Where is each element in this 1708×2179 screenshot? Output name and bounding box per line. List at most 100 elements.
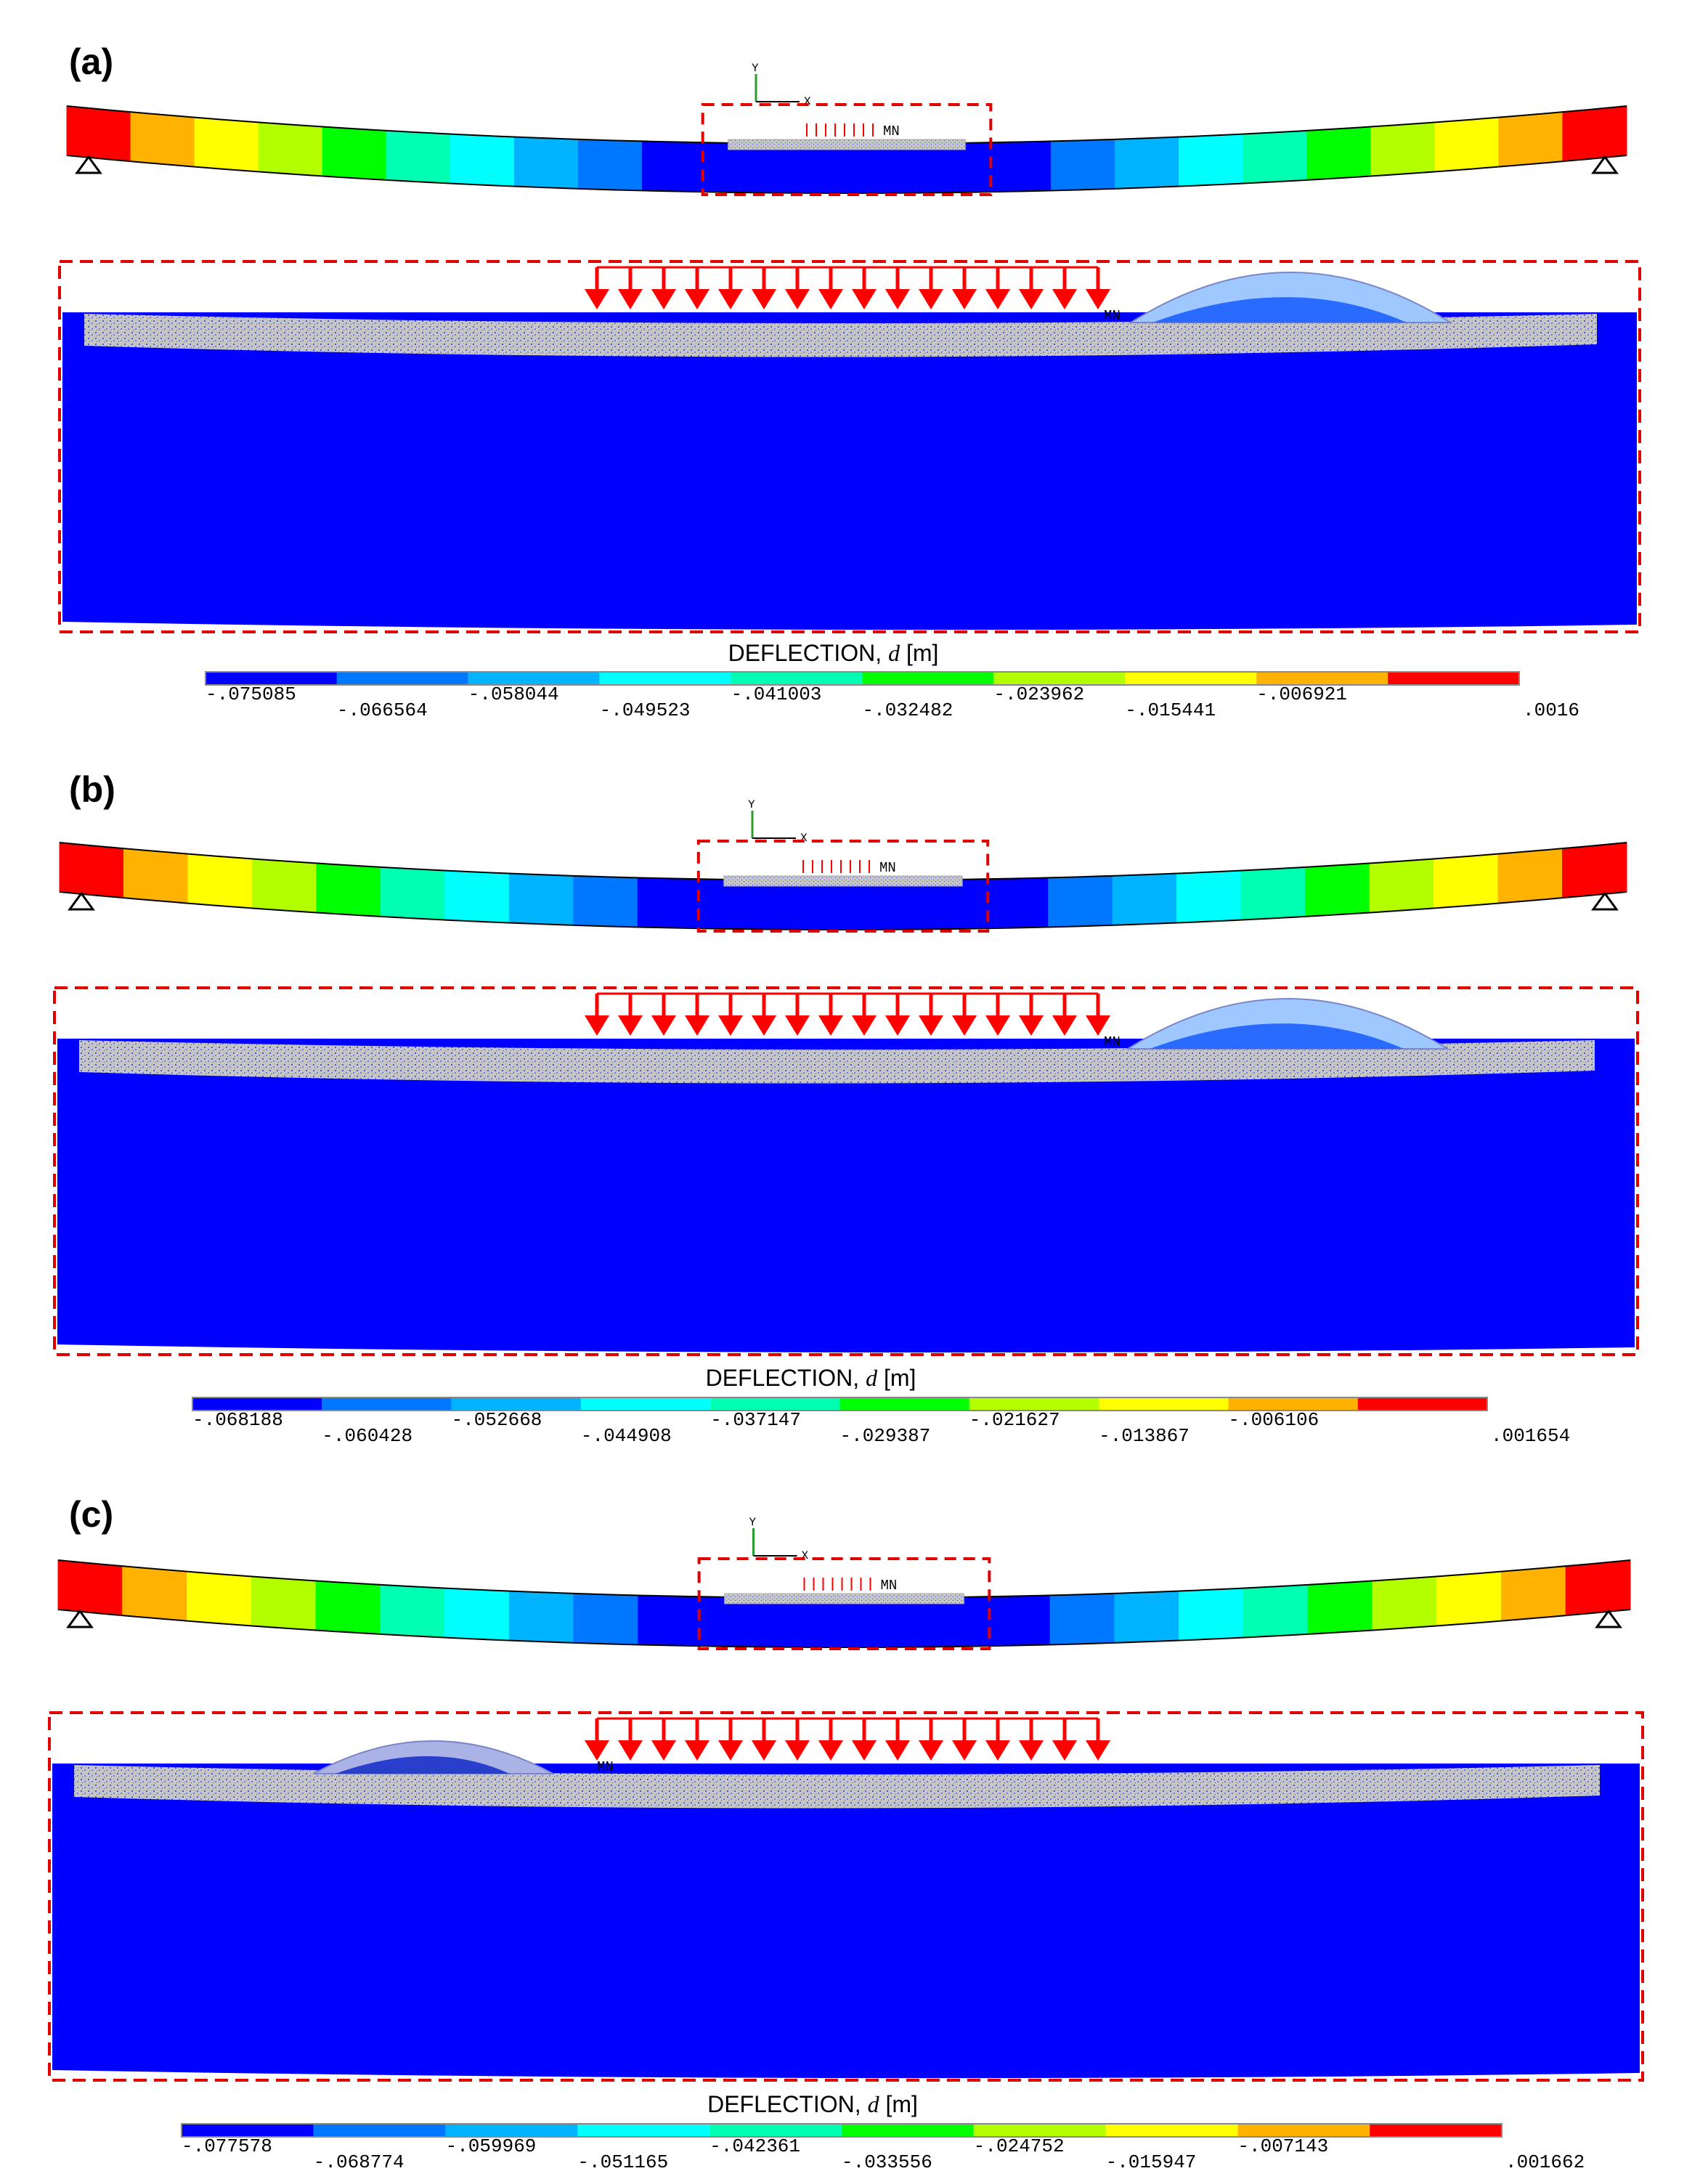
contour-band — [1498, 111, 1563, 168]
legend-swatch — [322, 1397, 452, 1411]
legend-swatch — [993, 672, 1126, 685]
legend-swatch — [969, 1397, 1099, 1411]
contour-band — [706, 142, 988, 193]
legend-tick: -.052668 — [452, 1409, 542, 1431]
legend-variable: d — [868, 2091, 880, 2117]
legend-tick: -.007143 — [1237, 2135, 1328, 2157]
contour-band — [122, 1565, 188, 1622]
legend-swatch — [1388, 672, 1519, 685]
load-arrowhead — [885, 1740, 910, 1761]
mn-label: MN — [597, 1759, 614, 1775]
legend-unit: [m] — [900, 640, 938, 666]
load-arrowhead — [919, 1015, 943, 1036]
contour-band — [1048, 875, 1113, 928]
crust-layer — [79, 1040, 1595, 1084]
load-arrowhead — [1086, 289, 1110, 309]
contour-band — [1306, 126, 1372, 181]
contour-band — [985, 1594, 1051, 1647]
legend-frame — [205, 671, 1520, 686]
legend-swatch — [1256, 672, 1388, 685]
contour-band — [444, 870, 510, 924]
heave-core — [335, 1756, 510, 1774]
legend-tick: -.058044 — [468, 683, 559, 705]
legend-frame — [192, 1397, 1488, 1411]
legend-tick: -.066564 — [337, 699, 428, 721]
load-arrowhead — [785, 1740, 810, 1761]
contour-band — [1305, 862, 1370, 917]
legend-tick: -.029387 — [840, 1425, 931, 1447]
deflected-beam: MN Y X — [57, 1516, 1631, 1650]
load-arrowhead — [818, 1740, 843, 1761]
contour-band — [187, 1571, 252, 1626]
contour-band — [1176, 870, 1242, 924]
load-arrowhead — [952, 289, 977, 309]
contour-band — [1369, 858, 1435, 914]
legend-tick: -.006106 — [1228, 1409, 1319, 1431]
legend-swatch — [577, 2124, 710, 2137]
contour-band — [1434, 853, 1499, 909]
load-arrowhead — [1086, 1015, 1110, 1036]
legend-tick: -.042361 — [709, 2135, 800, 2157]
legend-tick: -.077578 — [182, 2135, 272, 2157]
distributed-load — [585, 1717, 1110, 1761]
beam-outline — [57, 1609, 1631, 1649]
load-arrowhead — [685, 289, 709, 309]
load-arrowhead — [752, 289, 776, 309]
mn-label: MN — [1104, 1034, 1121, 1050]
contour-band — [316, 862, 381, 917]
load-arrowhead — [618, 1015, 643, 1036]
legend-tick: -.068774 — [314, 2151, 404, 2173]
distributed-load — [585, 266, 1110, 309]
legend-unit: [m] — [877, 1365, 916, 1391]
legend-tick: -.021627 — [969, 1409, 1060, 1431]
legend-swatch — [842, 2124, 974, 2137]
contour-band — [315, 1580, 381, 1635]
detail-box — [48, 1711, 1644, 2082]
deflection-legend: DEFLECTION, d [m] -.068188 -.060428 -.05266… — [192, 1365, 1570, 1447]
detail-view: MN — [58, 260, 1641, 633]
legend-swatch — [839, 1397, 969, 1411]
legend-title: DEFLECTION, d [m] — [707, 2091, 918, 2117]
contour-band — [1112, 873, 1178, 926]
legend-swatch — [599, 672, 731, 685]
load-arrowhead — [618, 1740, 643, 1761]
water-region — [62, 312, 1637, 630]
roller-support-icon — [1591, 891, 1619, 911]
contour-band — [380, 1584, 446, 1639]
y-axis-label: Y — [752, 62, 759, 75]
load-arrowhead — [985, 1740, 1010, 1761]
mn-label: MN — [1104, 308, 1121, 324]
load-arrowhead — [585, 1740, 609, 1761]
load-arrowhead — [585, 289, 609, 309]
crust-strip — [728, 139, 966, 150]
contour-band — [1370, 121, 1436, 177]
crust-layer — [84, 314, 1597, 357]
contour-band — [258, 121, 323, 177]
contour-band — [638, 1594, 704, 1647]
legend-unit: [m] — [879, 2091, 918, 2117]
contour-band — [1114, 1591, 1180, 1644]
panel-c: (c) MN Y X MN DEFLECTION, d [m] -.077578 -.0687… — [48, 1494, 1644, 2173]
deflected-beam: MN Y X — [66, 62, 1627, 196]
load-arrowhead — [1019, 1015, 1044, 1036]
load-arrowhead — [718, 1015, 743, 1036]
contour-band — [1307, 1580, 1373, 1635]
load-arrowhead — [785, 1015, 810, 1036]
legend-swatch — [182, 2124, 314, 2137]
contour-band — [1562, 842, 1627, 898]
legend-tick: -.075085 — [206, 683, 296, 705]
contour-band — [513, 137, 580, 190]
beam-outline — [66, 155, 1627, 195]
contour-band — [702, 1596, 986, 1647]
contour-band — [1500, 1565, 1566, 1622]
water-region — [57, 1039, 1635, 1353]
load-arrowhead — [651, 289, 676, 309]
contour-band — [1243, 1584, 1309, 1639]
contour-band — [508, 1591, 574, 1644]
legend-swatch — [192, 1397, 322, 1411]
contour-band — [578, 139, 643, 191]
contour-band — [573, 1593, 639, 1645]
crust-strip — [724, 1593, 964, 1604]
legend-tick: -.023962 — [993, 683, 1084, 705]
